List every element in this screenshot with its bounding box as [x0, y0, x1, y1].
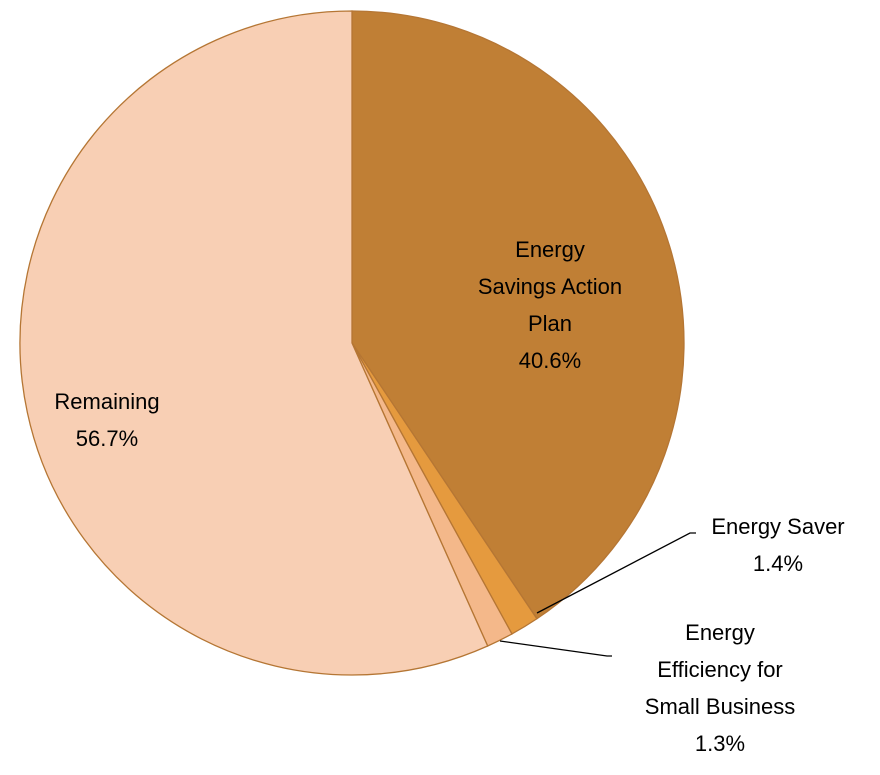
category-label: Energy Savings Action Plan — [477, 237, 623, 336]
pie-slice — [351, 10, 685, 620]
slice-label: Energy Saver 1.4% — [678, 508, 878, 582]
value-label: 56.7% — [75, 426, 139, 451]
value-label: 1.3% — [694, 731, 746, 756]
slice-label: Energy Efficiency for Small Business 1.3… — [644, 614, 796, 762]
pie-slice — [19, 10, 489, 676]
value-label: 1.4% — [752, 551, 804, 576]
category-label: Energy Saver — [711, 514, 845, 539]
category-label: Energy Efficiency for Small Business — [644, 620, 796, 719]
leader-line — [499, 640, 612, 657]
slices — [19, 10, 685, 676]
leader-line — [536, 532, 696, 614]
slice-label: Energy Savings Action Plan 40.6% — [475, 231, 625, 379]
category-label: Remaining — [54, 389, 160, 414]
slice-label: Remaining 56.7% — [17, 383, 197, 457]
value-label: 40.6% — [518, 348, 582, 373]
